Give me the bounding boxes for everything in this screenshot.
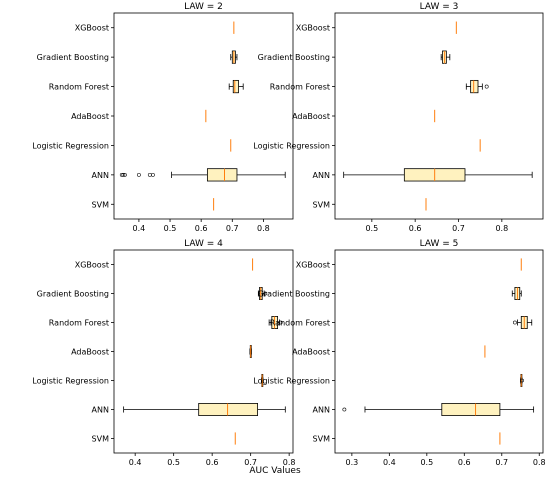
outlier-point [151, 172, 155, 177]
panel-1: LAW = 2 0.4 0.5 0.6 0.7 0.8 XGBoost Gradient Bo… [32, 2, 294, 233]
outlier-point [137, 172, 141, 177]
box-random-forest [228, 79, 244, 94]
box-ann [119, 168, 286, 182]
x-tick-label: 0.5 [164, 224, 177, 233]
box-random-forest [512, 316, 533, 329]
category-label: AdaBoost [71, 112, 109, 121]
box-logistic-regression [261, 374, 264, 387]
x-tick-label: 0.7 [452, 224, 465, 233]
x-tick-label: 0.6 [206, 458, 219, 467]
x-tick-label: 0.4 [133, 224, 146, 233]
category-label: XGBoost [296, 261, 330, 270]
box-random-forest [465, 79, 489, 94]
x-tick-label: 0.8 [257, 224, 270, 233]
outlier-point [147, 172, 152, 177]
iqr-box [441, 403, 501, 416]
plot-frame [113, 12, 294, 220]
box-ann [123, 403, 286, 416]
category-label: ANN [313, 406, 330, 415]
category-label: Gradient Boosting [37, 290, 109, 299]
box-gradient-boosting [511, 287, 522, 300]
panel-title: LAW = 3 [420, 2, 459, 12]
category-label: ANN [92, 171, 109, 180]
category-label: Random Forest [49, 319, 109, 328]
x-tick-label: 0.8 [533, 458, 546, 467]
panel-4: LAW = 5 0.3 0.4 0.5 0.6 0.7 0.8 XGBoost Gradient… [253, 239, 545, 467]
category-label: Logistic Regression [253, 141, 330, 150]
plot-frame [334, 249, 544, 454]
outlier-point [512, 320, 517, 325]
box-adaboost [249, 345, 252, 358]
x-tick-label: 0.5 [420, 458, 433, 467]
category-label: Logistic Regression [32, 377, 109, 386]
category-label: Logistic Regression [253, 377, 330, 386]
panel-2: LAW = 3 0.5 0.6 0.7 0.8 XGBoost Gradient Boost… [253, 2, 544, 233]
panel-title: LAW = 4 [184, 239, 223, 249]
x-tick-label: 0.5 [365, 224, 378, 233]
category-label: ANN [92, 406, 109, 415]
plot-frame [113, 249, 294, 454]
category-label: AdaBoost [292, 112, 330, 121]
panel-title: LAW = 5 [420, 239, 459, 249]
box-random-forest [268, 316, 283, 329]
category-label: SVM [92, 435, 110, 444]
category-label: SVM [92, 200, 110, 209]
category-label: Logistic Regression [32, 141, 109, 150]
outlier-point [342, 407, 347, 412]
category-label: Random Forest [270, 319, 330, 328]
category-label: Gradient Boosting [37, 53, 109, 62]
x-tick-label: 0.6 [195, 224, 208, 233]
x-tick-label: 0.7 [226, 224, 239, 233]
plot-frame [334, 12, 544, 220]
outlier-point [121, 172, 126, 177]
category-label: ANN [313, 171, 330, 180]
box-ann [343, 168, 533, 182]
outlier-point [122, 172, 127, 177]
box-gradient-boosting [257, 287, 268, 300]
iqr-box [470, 79, 479, 94]
outlier-point [484, 84, 489, 89]
category-label: XGBoost [296, 24, 330, 33]
x-tick-label: 0.4 [129, 458, 142, 467]
outlier-point [278, 320, 283, 325]
x-axis-label: AUC Values [249, 466, 301, 476]
category-label: Gradient Boosting [258, 53, 330, 62]
category-label: Gradient Boosting [258, 290, 330, 299]
box-ann [342, 403, 535, 416]
category-label: Random Forest [49, 83, 109, 92]
category-label: SVM [313, 435, 331, 444]
x-tick-label: 0.4 [383, 458, 396, 467]
x-tick-label: 0.7 [495, 458, 508, 467]
x-tick-label: 0.3 [345, 458, 358, 467]
x-tick-label: 0.8 [283, 458, 296, 467]
category-label: SVM [313, 200, 331, 209]
box-gradient-boosting [230, 50, 238, 64]
panel-title: LAW = 2 [184, 2, 223, 12]
category-label: AdaBoost [71, 348, 109, 357]
x-tick-label: 0.5 [167, 458, 180, 467]
outlier-point [263, 291, 268, 296]
category-label: XGBoost [75, 261, 109, 270]
iqr-box [232, 79, 239, 94]
panel-3: LAW = 4 0.4 0.5 0.6 0.7 0.8 XGBoost Gradient Bo… [32, 239, 295, 467]
category-label: AdaBoost [292, 348, 330, 357]
iqr-box [198, 403, 258, 416]
iqr-box [206, 168, 238, 182]
x-tick-label: 0.6 [409, 224, 422, 233]
category-label: XGBoost [75, 24, 109, 33]
category-label: Random Forest [270, 83, 330, 92]
x-tick-label: 0.8 [495, 224, 508, 233]
x-tick-label: 0.6 [458, 458, 471, 467]
box-logistic-regression [520, 374, 524, 387]
box-gradient-boosting [440, 50, 451, 64]
x-tick-label: 0.7 [244, 458, 257, 467]
outlier-point [520, 378, 524, 383]
